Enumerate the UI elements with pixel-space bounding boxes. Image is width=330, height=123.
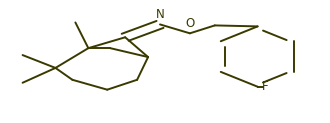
Text: F: F [262,80,269,93]
Text: N: N [156,8,164,21]
Text: O: O [185,17,194,30]
